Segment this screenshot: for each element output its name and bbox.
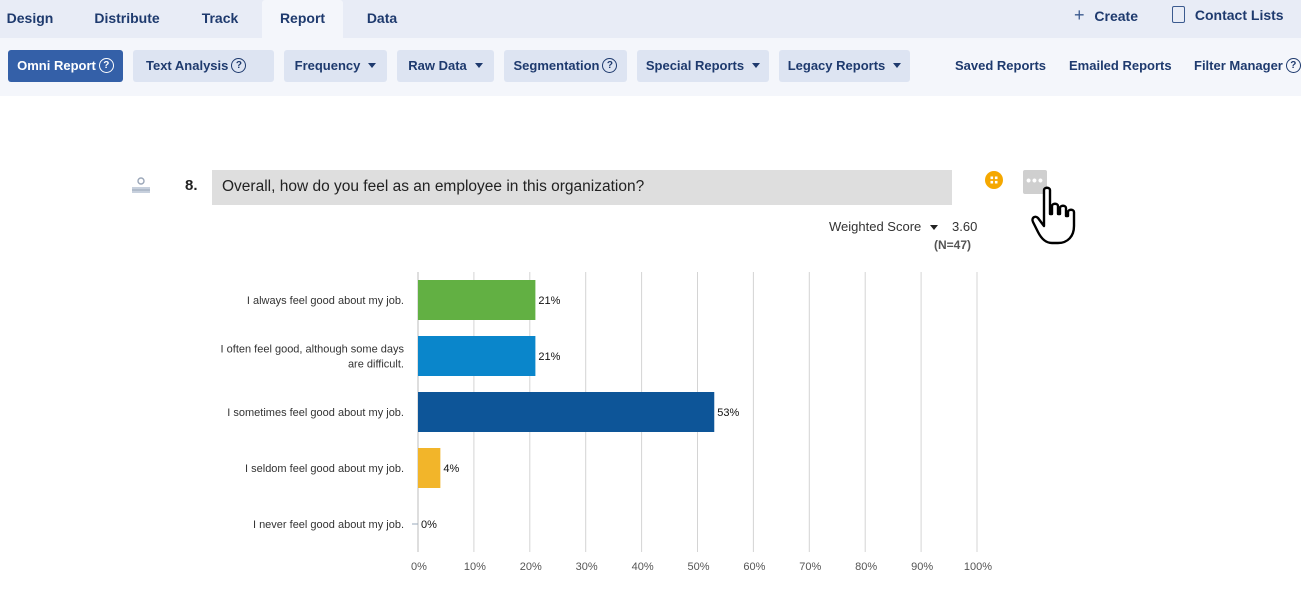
weighted-score-label: Weighted Score	[829, 219, 922, 234]
category-label: I often feel good, although some days	[221, 344, 405, 356]
question-text: Overall, how do you feel as an employee …	[222, 178, 645, 195]
grid-options-icon[interactable]	[985, 171, 1003, 189]
help-icon[interactable]: ?	[1285, 58, 1301, 74]
question-number: 8.	[185, 177, 198, 194]
data-label: 4%	[443, 463, 459, 475]
bar	[418, 336, 536, 376]
question-type-icon	[132, 177, 150, 193]
x-tick-label: 20%	[520, 561, 542, 573]
data-label: 21%	[538, 351, 560, 363]
x-tick-label: 60%	[743, 561, 765, 573]
category-label: I sometimes feel good about my job.	[227, 407, 404, 419]
weighted-score-dropdown[interactable]: Weighted Score	[829, 219, 939, 234]
x-tick-label: 0%	[411, 561, 427, 573]
tab-report[interactable]: Report	[262, 0, 343, 38]
omni-report-button[interactable]: Omni Report?	[8, 50, 123, 82]
raw-data-label: Raw Data	[408, 58, 467, 73]
x-tick-label: 70%	[799, 561, 821, 573]
caret-down-icon	[752, 63, 761, 69]
help-icon[interactable]: ?	[98, 58, 114, 74]
ellipsis-icon: •••	[1026, 172, 1044, 188]
legacy-reports-label: Legacy Reports	[787, 58, 886, 73]
help-icon[interactable]: ?	[602, 58, 618, 74]
x-tick-label: 100%	[964, 561, 992, 573]
bar	[418, 280, 536, 320]
segmentation-button[interactable]: Segmentation?	[504, 50, 627, 82]
dots-grid-icon	[990, 176, 998, 184]
segmentation-label: Segmentation	[513, 58, 600, 73]
category-label: I never feel good about my job.	[253, 519, 404, 531]
bar	[418, 392, 715, 432]
text-analysis-button[interactable]: Text Analysis?	[133, 50, 274, 82]
plus-icon: +	[1074, 5, 1085, 25]
tab-track[interactable]: Track	[201, 10, 239, 26]
create-button[interactable]: + Create	[1074, 0, 1138, 30]
emailed-reports-link[interactable]: Emailed Reports	[1069, 58, 1172, 73]
x-tick-label: 40%	[632, 561, 654, 573]
data-label: 53%	[717, 407, 739, 419]
special-reports-dropdown[interactable]: Special Reports	[637, 50, 769, 82]
report-toolbar: Omni Report? Text Analysis? Frequency Ra…	[0, 38, 1301, 96]
text-analysis-label: Text Analysis	[146, 58, 229, 73]
legacy-reports-dropdown[interactable]: Legacy Reports	[779, 50, 910, 82]
category-label: I always feel good about my job.	[247, 295, 404, 307]
bar	[418, 448, 441, 488]
caret-down-icon	[474, 63, 483, 69]
help-icon[interactable]: ?	[231, 58, 247, 74]
x-tick-label: 90%	[911, 561, 933, 573]
question-title-box: Overall, how do you feel as an employee …	[212, 170, 952, 205]
contact-book-icon	[1172, 5, 1185, 23]
x-tick-label: 50%	[687, 561, 709, 573]
x-tick-label: 10%	[464, 561, 486, 573]
category-label: are difficult.	[348, 359, 404, 371]
saved-reports-link[interactable]: Saved Reports	[955, 58, 1047, 73]
tab-data[interactable]: Data	[366, 10, 398, 26]
tab-design[interactable]: Design	[6, 10, 54, 26]
x-tick-label: 30%	[576, 561, 598, 573]
create-label: Create	[1094, 8, 1138, 24]
x-tick-label: 80%	[855, 561, 877, 573]
caret-down-icon	[368, 63, 377, 69]
data-label: 0%	[421, 519, 437, 531]
weighted-score-value: 3.60	[952, 219, 978, 234]
frequency-dropdown[interactable]: Frequency	[284, 50, 387, 82]
more-options-button[interactable]: •••	[1023, 170, 1047, 194]
filter-manager-label: Filter Manager	[1194, 58, 1283, 73]
top-nav: Design Distribute Track Report Data + Cr…	[0, 0, 1301, 53]
contact-lists-label: Contact Lists	[1194, 7, 1284, 23]
special-reports-label: Special Reports	[645, 58, 745, 73]
filter-manager-link[interactable]: Filter Manager?	[1194, 50, 1301, 82]
omni-report-label: Omni Report	[17, 58, 96, 73]
respondent-count: (N=47)	[934, 238, 972, 252]
frequency-label: Frequency	[294, 58, 361, 73]
caret-down-icon	[893, 63, 902, 69]
data-label: 21%	[538, 295, 560, 307]
pointer-hand-cursor-icon	[1031, 186, 1076, 245]
tab-distribute[interactable]: Distribute	[94, 10, 160, 26]
caret-down-icon	[930, 225, 939, 231]
category-label: I seldom feel good about my job.	[245, 463, 404, 475]
raw-data-dropdown[interactable]: Raw Data	[397, 50, 494, 82]
